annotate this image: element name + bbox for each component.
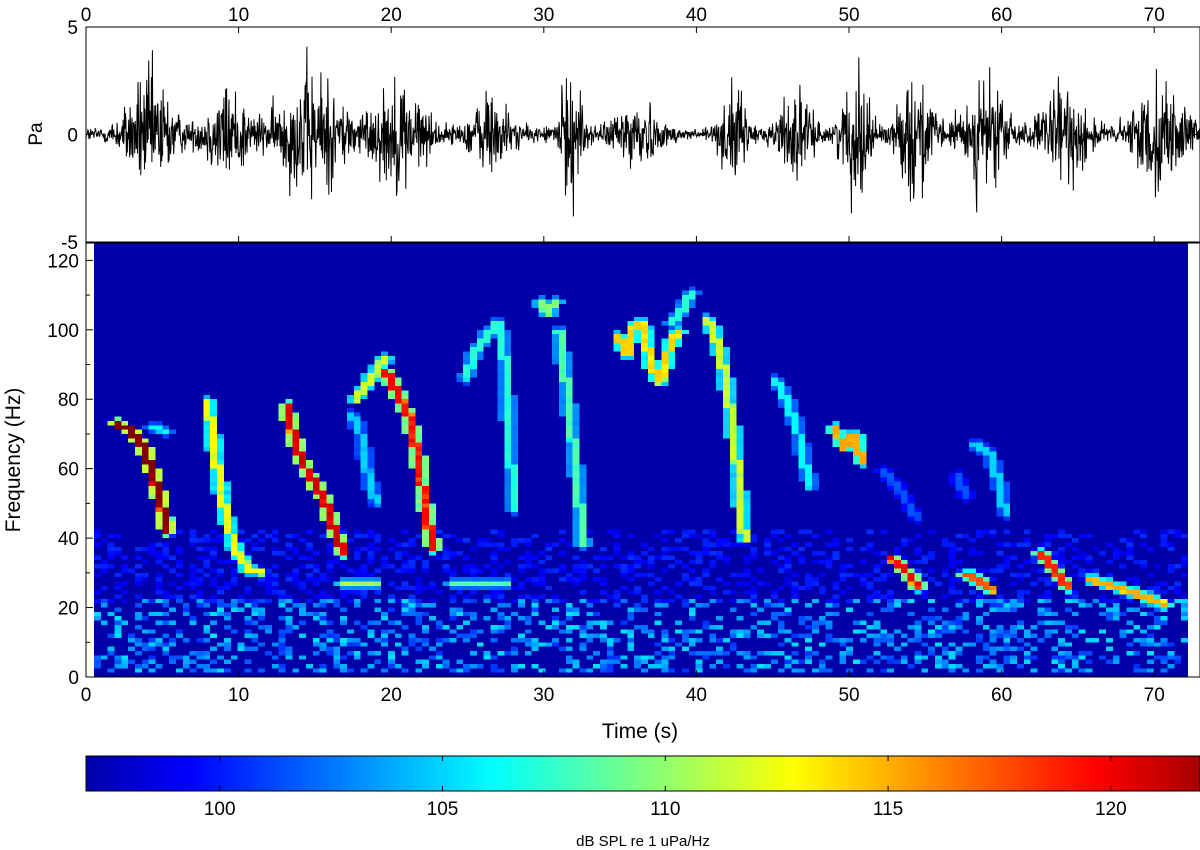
colorbar-gradient — [86, 756, 1200, 791]
spectrogram-y-tick-label: 20 — [58, 599, 79, 620]
colorbar-tick-label: 115 — [873, 799, 903, 820]
spectrogram-y-tick-label: 100 — [47, 321, 79, 342]
spectrogram-image — [94, 243, 1188, 677]
waveform-panel: 0 10 20 30 40 50 60 70 -505 Pa — [26, 5, 1200, 254]
colorbar-label: dB SPL re 1 uPa/Hz — [576, 833, 710, 850]
spectrogram-y-ticks: 0 20 40 60 80 100 120 — [47, 251, 93, 689]
spectrogram-y-tick-label: 0 — [68, 668, 79, 689]
spectrogram-y-label: Frequency (Hz) — [2, 388, 25, 533]
waveform-y-tick-label: 5 — [67, 18, 78, 39]
spectrogram-x-label: Time (s) — [602, 720, 678, 743]
spectrogram-x-tick-label: 10 — [228, 685, 249, 706]
waveform-x-tick-label: 70 — [1144, 5, 1165, 26]
waveform-x-tick-label: 50 — [838, 5, 859, 26]
waveform-x-tick-label: 60 — [991, 5, 1012, 26]
waveform-x-tick-label: 10 — [228, 5, 249, 26]
spectrogram-x-tick-label: 50 — [838, 685, 859, 706]
colorbar-tick-label: 120 — [1095, 799, 1127, 820]
spectrogram-y-tick-label: 60 — [58, 460, 79, 481]
waveform-line — [85, 46, 1200, 217]
colorbar-tick-label: 110 — [650, 799, 680, 820]
spectrogram-x-tick-label: 40 — [686, 685, 707, 706]
colorbar-tick-label: 100 — [204, 799, 236, 820]
waveform-y-tick-label: 0 — [67, 126, 78, 147]
spectrogram-axes-frame — [85, 242, 1200, 678]
colorbar-tick-label: 105 — [427, 799, 459, 820]
waveform-x-tick-label: 40 — [686, 5, 707, 26]
waveform-x-ticks: 0 10 20 30 40 50 60 70 — [81, 5, 1165, 242]
spectrogram-x-ticks: 0 10 20 30 40 50 60 70 — [81, 670, 1165, 706]
colorbar-ticks: 100 105 110 115 120 — [204, 756, 1127, 820]
colorbar: 100 105 110 115 120 dB SPL re 1 uPa/Hz — [85, 755, 1200, 850]
waveform-y-tick-label: -5 — [61, 233, 78, 254]
waveform-x-tick-label: 0 — [81, 5, 92, 26]
spectrogram-panel: 0 10 20 30 40 50 60 70 0 20 40 60 80 100 120 Time (s)… — [2, 242, 1200, 743]
spectrogram-y-tick-label: 80 — [58, 390, 79, 411]
spectrogram-x-tick-label: 70 — [1144, 685, 1165, 706]
waveform-y-label: Pa — [26, 122, 47, 146]
spectrogram-x-tick-label: 0 — [81, 685, 92, 706]
spectrogram-y-tick-label: 120 — [47, 251, 79, 272]
waveform-x-tick-label: 20 — [381, 5, 402, 26]
spectrogram-x-tick-label: 30 — [533, 685, 554, 706]
waveform-y-ticks: -5 0 5 — [61, 18, 1200, 254]
waveform-x-tick-label: 30 — [533, 5, 554, 26]
spectrogram-x-tick-label: 60 — [991, 685, 1012, 706]
spectrogram-y-tick-label: 40 — [58, 529, 79, 550]
spectrogram-x-tick-label: 20 — [381, 685, 402, 706]
colorbar-frame — [85, 755, 1200, 792]
